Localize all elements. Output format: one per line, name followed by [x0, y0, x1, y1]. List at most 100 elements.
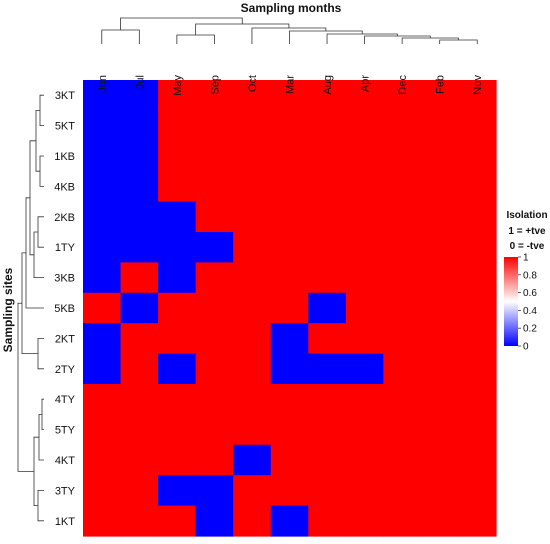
row-dendrogram-link — [37, 216, 44, 248]
heatmap-cell-2KT-Mar — [270, 323, 309, 355]
heatmap-cell-4KT-Nov — [458, 444, 497, 476]
heatmap-cell-2TY-Apr — [345, 353, 384, 385]
heatmap-cell-3TY-May — [158, 475, 197, 507]
heatmap-cell-2TY-Jun — [83, 353, 122, 385]
heatmap-cell-4TY-Apr — [345, 384, 384, 415]
heatmap-cell-3KT-Nov — [458, 80, 497, 111]
heatmap-cell-1TY-Nov — [458, 232, 497, 263]
row-label-2KT: 2KT — [55, 333, 75, 345]
heatmap-cell-3KB-Sep — [195, 262, 234, 294]
column-label-Dec: Dec — [397, 75, 409, 95]
heatmap-cell-4TY-Mar — [270, 384, 309, 415]
heatmap-cell-3KT-Aug — [308, 80, 347, 111]
heatmap-cell-5KT-Dec — [383, 110, 422, 142]
row-label-3KB: 3KB — [54, 273, 75, 285]
row-dendrogram-link — [35, 110, 40, 172]
heatmap-cell-3KT-Dec — [383, 80, 422, 111]
heatmap-cell-4TY-Jun — [83, 384, 122, 415]
heatmap-cell-1KB-Aug — [308, 140, 347, 172]
heatmap-cell-4TY-Jul — [120, 384, 159, 415]
heatmap-cell-4KB-Jul — [120, 171, 159, 203]
row-dendrogram-link — [17, 302, 34, 472]
heatmap-cell-5TY-Jun — [83, 414, 122, 446]
heatmap-cell-1TY-Jul — [120, 232, 159, 263]
row-label-4KT: 4KT — [55, 455, 75, 467]
heatmap-cell-1KB-Oct — [233, 140, 272, 172]
row-dendrogram-link — [29, 140, 36, 256]
heatmap-cell-3KT-Oct — [233, 80, 272, 111]
heatmap-cell-1KT-Oct — [233, 505, 272, 537]
row-dendrogram-link — [25, 197, 44, 309]
column-dendrogram-link — [326, 33, 398, 44]
heatmap-cell-5KB-Jun — [83, 292, 122, 324]
heatmap-cell-4KT-Oct — [233, 444, 272, 476]
heatmap-cells — [83, 80, 497, 537]
row-label-2KB: 2KB — [54, 212, 75, 224]
column-label-Oct: Oct — [247, 75, 259, 92]
heatmap-cell-2KB-Jul — [120, 201, 159, 233]
row-dendrogram-link — [21, 252, 38, 354]
heatmap-cell-2KB-Sep — [195, 201, 234, 233]
heatmap-cell-4KB-Nov — [458, 171, 497, 203]
heatmap-cell-3TY-Apr — [345, 475, 384, 507]
heatmap-cell-5TY-May — [158, 414, 197, 446]
legend-tick-label: 0.8 — [523, 270, 537, 281]
column-label-Aug: Aug — [322, 75, 334, 95]
column-dendrogram-link — [439, 39, 478, 44]
heatmap-cell-3KB-Oct — [233, 262, 272, 294]
heatmap-cell-4TY-Nov — [458, 384, 497, 415]
heatmap-cell-4KT-May — [158, 444, 197, 476]
heatmap-cell-3TY-Mar — [270, 475, 309, 507]
heatmap-cell-2TY-Dec — [383, 353, 422, 385]
heatmap-cell-1KB-Feb — [420, 140, 460, 172]
row-label-1KB: 1KB — [54, 151, 75, 163]
heatmap-cell-3KT-May — [158, 80, 197, 111]
heatmap-cell-3TY-Dec — [383, 475, 422, 507]
column-dendrogram-link — [101, 29, 140, 44]
row-dendrogram-link — [33, 231, 44, 278]
legend-line-positive: 1 = +tve — [508, 226, 546, 237]
column-dendrogram-link — [176, 34, 215, 44]
column-dendrogram-link — [364, 35, 431, 44]
heatmap-cell-1KT-Apr — [345, 505, 384, 537]
heatmap-cell-3KB-Aug — [308, 262, 347, 294]
heatmap-cell-2KB-Aug — [308, 201, 347, 233]
heatmap-cell-4TY-Feb — [420, 384, 460, 415]
heatmap-cell-5KT-May — [158, 110, 197, 142]
heatmap-cell-4KT-Apr — [345, 444, 384, 476]
y-axis-title: Sampling sites — [1, 267, 15, 352]
column-dendrogram-link — [195, 23, 290, 35]
heatmap-cell-5TY-Mar — [270, 414, 309, 446]
heatmap-cell-2TY-Jul — [120, 353, 159, 385]
legend-tick-label: 0.6 — [523, 288, 537, 299]
row-dendrogram — [17, 94, 44, 522]
heatmap-cell-4KT-Aug — [308, 444, 347, 476]
heatmap-cell-2TY-Aug — [308, 353, 347, 385]
heatmap-cell-2KT-Oct — [233, 323, 272, 355]
heatmap-cell-3KB-Feb — [420, 262, 460, 294]
heatmap-cell-3TY-Nov — [458, 475, 497, 507]
heatmap-cell-1KB-Sep — [195, 140, 234, 172]
heatmap-cell-3KT-Feb — [420, 80, 460, 111]
heatmap-cell-1KT-Jun — [83, 505, 122, 537]
heatmap-cell-2KB-Jun — [83, 201, 122, 233]
heatmap-cell-3KB-Jun — [83, 262, 122, 294]
heatmap-cell-2TY-Oct — [233, 353, 272, 385]
heatmap-cell-5TY-Nov — [458, 414, 497, 446]
heatmap-cell-2TY-Mar — [270, 353, 309, 385]
heatmap-cell-4KB-Jun — [83, 171, 122, 203]
heatmap-cell-5TY-Dec — [383, 414, 422, 446]
legend-title: Isolation — [506, 210, 547, 221]
row-dendrogram-link — [37, 490, 44, 522]
column-label-Feb: Feb — [435, 75, 447, 94]
heatmap-cell-3KT-Sep — [195, 80, 234, 111]
heatmap-cell-2KT-Apr — [345, 323, 384, 355]
heatmap-cell-3KT-Jun — [83, 80, 122, 111]
heatmap-cell-4TY-May — [158, 384, 197, 415]
heatmap-cell-2KT-May — [158, 323, 197, 355]
legend-line-negative: 0 = -tve — [510, 241, 545, 252]
column-label-May: May — [172, 75, 184, 96]
column-label-Mar: Mar — [285, 75, 297, 94]
heatmap-cell-5KB-Feb — [420, 292, 460, 324]
heatmap-cell-5TY-Aug — [308, 414, 347, 446]
